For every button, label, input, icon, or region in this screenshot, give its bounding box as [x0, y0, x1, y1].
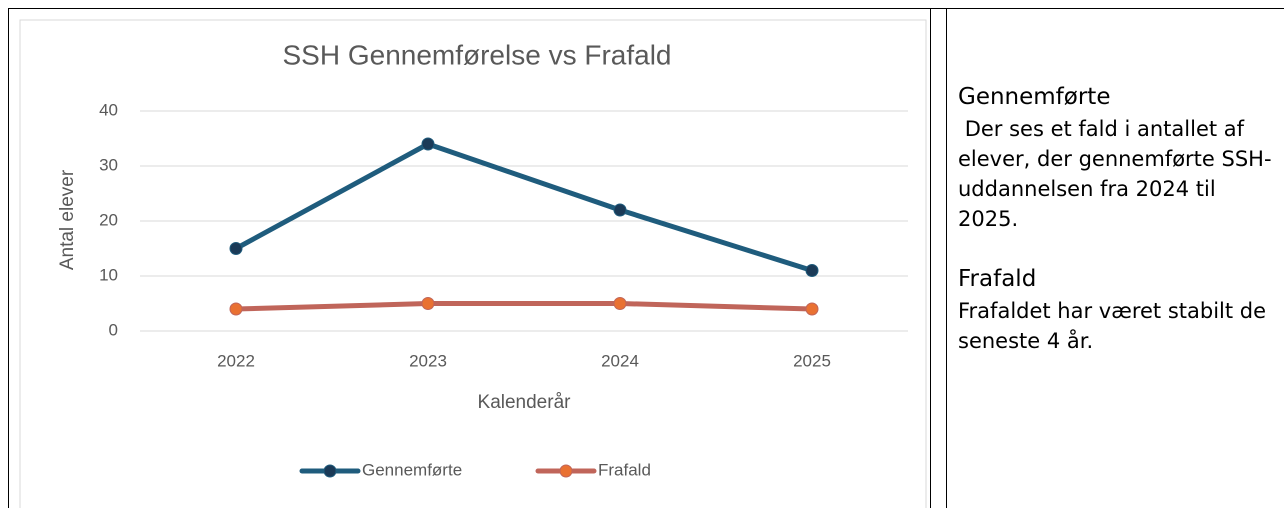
note-heading: Frafald	[958, 266, 1037, 292]
chart: SSH Gennemførelse vs Frafald Kalenderår …	[19, 19, 927, 508]
x-tick-label: 2024	[601, 351, 639, 370]
data-point	[613, 297, 627, 310]
y-axis-label: Antal elever	[57, 169, 78, 270]
x-tick-label: 2023	[409, 351, 447, 370]
notes: Gennemførte Der ses et fald i antallet a…	[958, 80, 1278, 384]
y-tick-label: 10	[99, 265, 118, 284]
data-point	[421, 297, 435, 310]
data-point	[613, 203, 627, 217]
data-point	[229, 242, 243, 255]
y-tick-label: 30	[99, 155, 118, 174]
data-point	[805, 302, 819, 316]
note-heading: Gennemførte	[958, 84, 1111, 110]
chart-area	[19, 19, 927, 508]
cell-divider	[930, 8, 931, 508]
y-tick-label: 0	[109, 320, 118, 339]
table-border	[8, 8, 1284, 508]
legend-label: Frafald	[598, 460, 651, 479]
legend-label: Gennemførte	[362, 460, 462, 479]
legend-marker	[323, 464, 337, 478]
cell-divider	[946, 8, 947, 508]
x-tick-label: 2025	[793, 351, 831, 370]
series-line	[233, 301, 815, 312]
x-axis-label: Kalenderår	[478, 392, 572, 413]
chart-title: SSH Gennemførelse vs Frafald	[282, 39, 671, 70]
y-tick-label: 20	[99, 210, 118, 229]
series-line	[233, 141, 815, 273]
legend-marker	[559, 464, 573, 478]
note-body: Der ses et fald i antallet af elever, de…	[958, 117, 1272, 231]
data-point	[229, 302, 243, 316]
note-body: Frafaldet har været stabilt de seneste 4…	[958, 299, 1273, 353]
data-point	[421, 137, 435, 151]
y-tick-label: 40	[99, 100, 118, 119]
data-point	[805, 264, 819, 277]
x-tick-label: 2022	[217, 351, 255, 370]
